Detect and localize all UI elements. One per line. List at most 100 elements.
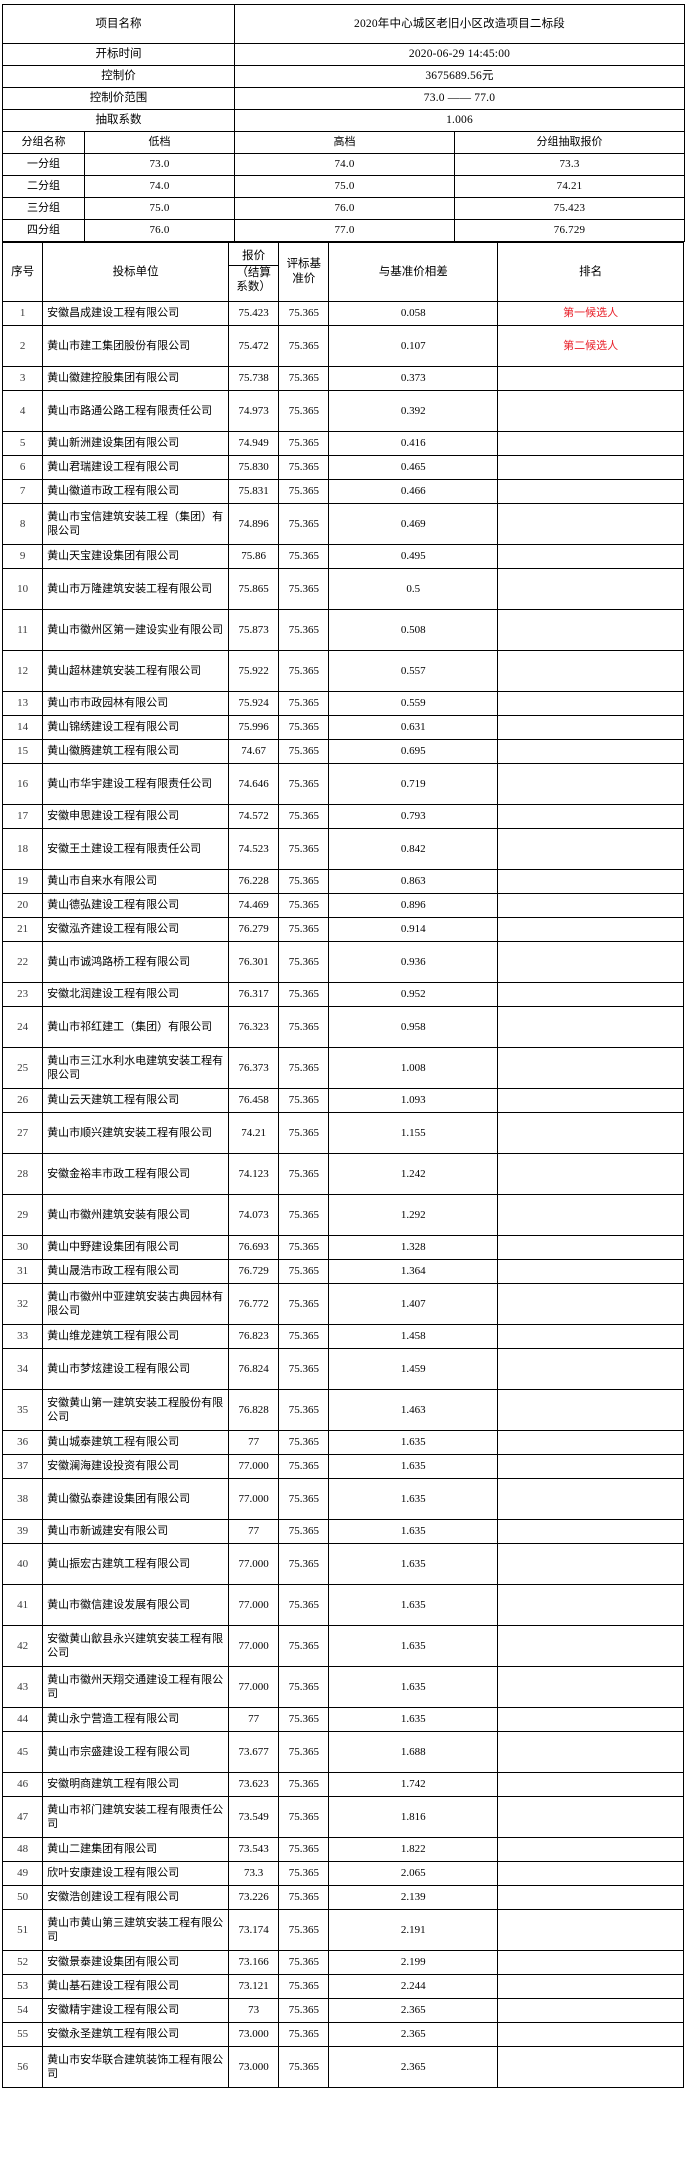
summary-label: 项目名称 xyxy=(2,4,235,44)
row-diff: 0.107 xyxy=(328,325,499,367)
group-high: 76.0 xyxy=(234,197,455,220)
row-rank xyxy=(497,1837,684,1862)
row-bidder-unit: 安徽永圣建筑工程有限公司 xyxy=(42,2022,229,2047)
row-base-price: 75.365 xyxy=(278,828,330,870)
table-row: 50 安徽浩创建设工程有限公司 73.226 75.365 2.139 xyxy=(1,1885,684,1910)
row-rank xyxy=(497,568,684,610)
row-price: 76.373 xyxy=(227,1047,280,1089)
group-header-extracted: 分组抽取报价 xyxy=(454,131,685,154)
table-row: 15 黄山徽腾建筑工程有限公司 74.67 75.365 0.695 xyxy=(1,739,684,764)
row-rank xyxy=(497,1430,684,1455)
row-index: 22 xyxy=(1,941,44,983)
row-base-price: 75.365 xyxy=(278,1974,330,1999)
row-price: 75.86 xyxy=(227,544,280,569)
row-base-price: 75.365 xyxy=(278,544,330,569)
table-row: 18 安徽王土建设工程有限责任公司 74.523 75.365 0.842 xyxy=(1,828,684,870)
row-bidder-unit: 安徽黄山第一建筑安装工程股份有限公司 xyxy=(42,1389,229,1431)
row-index: 2 xyxy=(1,325,44,367)
row-diff: 0.914 xyxy=(328,917,499,942)
row-bidder-unit: 安徽申思建设工程有限公司 xyxy=(42,804,229,829)
row-price: 77 xyxy=(227,1519,280,1544)
row-base-price: 75.365 xyxy=(278,366,330,391)
row-index: 4 xyxy=(1,390,44,432)
row-bidder-unit: 黄山市徽州区第一建设实业有限公司 xyxy=(42,609,229,651)
table-row: 24 黄山市祁红建工（集团）有限公司 76.323 75.365 0.958 xyxy=(1,1006,684,1048)
row-bidder-unit: 黄山市祁红建工（集团）有限公司 xyxy=(42,1006,229,1048)
row-price: 73.174 xyxy=(227,1909,280,1951)
row-diff: 1.364 xyxy=(328,1259,499,1284)
row-price: 76.828 xyxy=(227,1389,280,1431)
bids-table-header-row: 序号 投标单位 报价 （结算系数） 评标基准价 与基准价相差 排名 xyxy=(1,242,684,302)
table-row: 14 黄山锦绣建设工程有限公司 75.996 75.365 0.631 xyxy=(1,715,684,740)
row-index: 8 xyxy=(1,503,44,545)
summary-row: 开标时间 2020-06-29 14:45:00 xyxy=(2,43,685,66)
row-diff: 2.244 xyxy=(328,1974,499,1999)
row-price: 77.000 xyxy=(227,1454,280,1479)
row-index: 53 xyxy=(1,1974,44,1999)
row-bidder-unit: 黄山新洲建设集团有限公司 xyxy=(42,431,229,456)
row-diff: 0.392 xyxy=(328,390,499,432)
row-diff: 2.191 xyxy=(328,1909,499,1951)
row-price: 77 xyxy=(227,1430,280,1455)
row-price: 76.729 xyxy=(227,1259,280,1284)
row-bidder-unit: 黄山市三江水利水电建筑安装工程有限公司 xyxy=(42,1047,229,1089)
table-row: 17 安徽申思建设工程有限公司 74.572 75.365 0.793 xyxy=(1,804,684,829)
row-base-price: 75.365 xyxy=(278,503,330,545)
row-price: 74.073 xyxy=(227,1194,280,1236)
row-bidder-unit: 安徽景泰建设集团有限公司 xyxy=(42,1950,229,1975)
row-rank xyxy=(497,1707,684,1732)
table-row: 48 黄山二建集团有限公司 73.543 75.365 1.822 xyxy=(1,1837,684,1862)
row-price: 74.646 xyxy=(227,763,280,805)
group-name: 一分组 xyxy=(2,153,85,176)
table-row: 8 黄山市宝信建筑安装工程（集团）有限公司 74.896 75.365 0.469 xyxy=(1,503,684,545)
row-index: 40 xyxy=(1,1543,44,1585)
table-row: 26 黄山云天建筑工程有限公司 76.458 75.365 1.093 xyxy=(1,1088,684,1113)
row-index: 24 xyxy=(1,1006,44,1048)
table-row: 21 安徽泓齐建设工程有限公司 76.279 75.365 0.914 xyxy=(1,917,684,942)
row-rank xyxy=(497,763,684,805)
row-index: 39 xyxy=(1,1519,44,1544)
row-rank xyxy=(497,715,684,740)
table-row: 55 安徽永圣建筑工程有限公司 73.000 75.365 2.365 xyxy=(1,2022,684,2047)
row-index: 5 xyxy=(1,431,44,456)
row-rank xyxy=(497,366,684,391)
row-base-price: 75.365 xyxy=(278,893,330,918)
row-price: 75.924 xyxy=(227,691,280,716)
row-price: 76.323 xyxy=(227,1006,280,1048)
row-rank xyxy=(497,1772,684,1797)
table-row: 22 黄山市诚鸿路桥工程有限公司 76.301 75.365 0.936 xyxy=(1,941,684,983)
row-diff: 0.469 xyxy=(328,503,499,545)
table-row: 28 安徽金裕丰市政工程有限公司 74.123 75.365 1.242 xyxy=(1,1153,684,1195)
group-row: 一分组 73.0 74.0 73.3 xyxy=(2,153,685,176)
row-index: 10 xyxy=(1,568,44,610)
row-bidder-unit: 黄山市万隆建筑安装工程有限公司 xyxy=(42,568,229,610)
row-base-price: 75.365 xyxy=(278,1584,330,1626)
row-base-price: 75.365 xyxy=(278,739,330,764)
row-base-price: 75.365 xyxy=(278,1454,330,1479)
row-rank xyxy=(497,544,684,569)
row-bidder-unit: 黄山徽道市政工程有限公司 xyxy=(42,479,229,504)
row-index: 54 xyxy=(1,1998,44,2023)
row-rank xyxy=(497,479,684,504)
row-price: 77.000 xyxy=(227,1625,280,1667)
row-diff: 0.952 xyxy=(328,982,499,1007)
row-index: 35 xyxy=(1,1389,44,1431)
summary-row: 抽取系数 1.006 xyxy=(2,109,685,132)
row-index: 21 xyxy=(1,917,44,942)
row-rank xyxy=(497,2046,684,2088)
row-rank xyxy=(497,609,684,651)
row-diff: 1.635 xyxy=(328,1543,499,1585)
group-row: 二分组 74.0 75.0 74.21 xyxy=(2,175,685,198)
row-bidder-unit: 黄山二建集团有限公司 xyxy=(42,1837,229,1862)
row-diff: 1.816 xyxy=(328,1796,499,1838)
row-rank xyxy=(497,739,684,764)
row-index: 49 xyxy=(1,1861,44,1886)
row-bidder-unit: 黄山市安华联合建筑装饰工程有限公司 xyxy=(42,2046,229,2088)
group-name: 三分组 xyxy=(2,197,85,220)
table-row: 41 黄山市徽信建设发展有限公司 77.000 75.365 1.635 xyxy=(1,1584,684,1626)
row-price: 77.000 xyxy=(227,1478,280,1520)
row-index: 19 xyxy=(1,869,44,894)
row-base-price: 75.365 xyxy=(278,1259,330,1284)
row-base-price: 75.365 xyxy=(278,869,330,894)
row-diff: 2.199 xyxy=(328,1950,499,1975)
